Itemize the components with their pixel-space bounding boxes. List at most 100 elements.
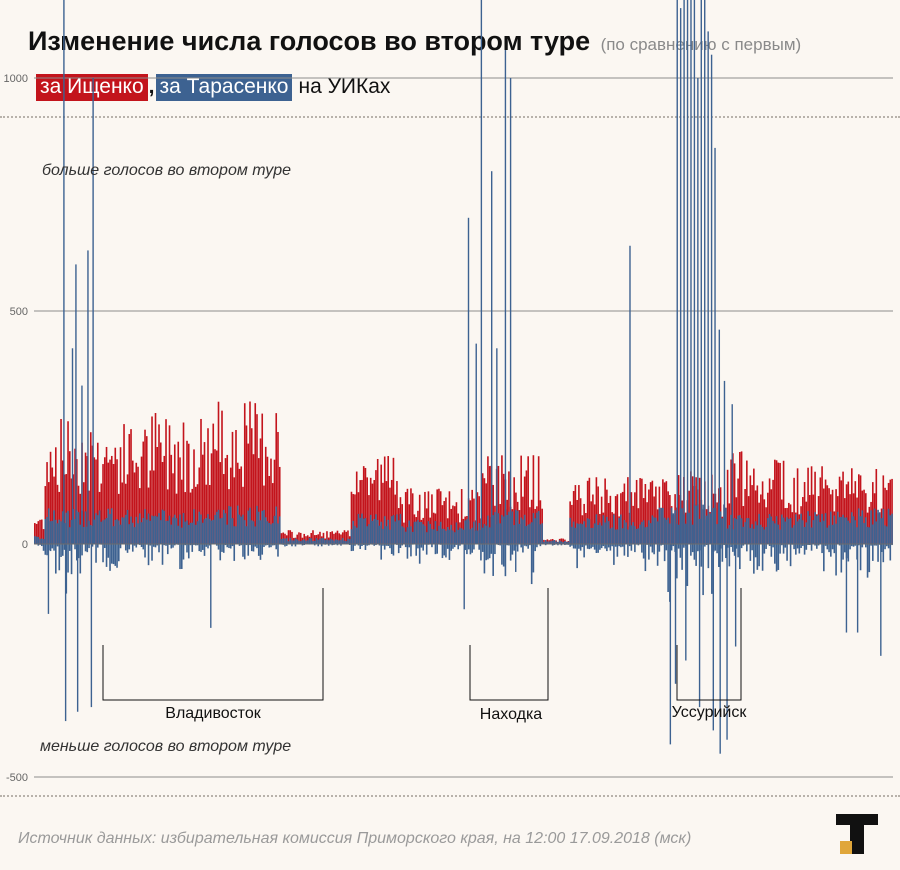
bar-tarasenko-spike xyxy=(704,0,706,545)
bar-tarasenko xyxy=(828,525,830,544)
bar-tarasenko xyxy=(835,523,837,544)
bar-ishchenko xyxy=(646,502,648,544)
bar-tarasenko-negative xyxy=(840,544,843,573)
bar-ishchenko xyxy=(487,456,489,544)
bar-tarasenko xyxy=(656,521,659,544)
source-note: Источник данных: избирательная комиссия … xyxy=(18,830,692,847)
bar-tarasenko-negative xyxy=(810,544,813,551)
bar-tarasenko-negative xyxy=(880,544,883,552)
bar-tarasenko xyxy=(130,516,132,544)
bar-tarasenko-spike xyxy=(718,329,721,544)
bar-ishchenko xyxy=(247,443,250,544)
bar-tarasenko xyxy=(343,540,346,544)
bar-tarasenko xyxy=(46,516,48,544)
bar-tarasenko xyxy=(138,513,141,544)
bar-tarasenko-negative xyxy=(448,544,451,560)
bar-tarasenko xyxy=(102,520,104,544)
bar-tarasenko xyxy=(67,510,69,544)
bar-ishchenko xyxy=(478,496,480,544)
bar-tarasenko-negative xyxy=(490,544,493,554)
bar-tarasenko xyxy=(817,514,820,544)
annotation-more: больше голосов во втором туре xyxy=(42,162,292,179)
bar-ishchenko xyxy=(460,489,463,544)
bar-tarasenko xyxy=(397,520,400,544)
bar-tarasenko xyxy=(585,527,587,544)
bar-ishchenko xyxy=(67,421,69,544)
bar-tarasenko xyxy=(329,538,332,544)
bar-tarasenko-negative xyxy=(765,544,767,549)
bar-tarasenko xyxy=(247,510,250,544)
bar-tarasenko xyxy=(849,522,851,544)
bar-tarasenko xyxy=(541,523,543,544)
bar-tarasenko-negative xyxy=(798,544,801,554)
bar-ishchenko xyxy=(793,477,795,544)
bar-ishchenko xyxy=(326,531,328,544)
bar-tarasenko xyxy=(688,512,690,544)
bar-tarasenko-negative xyxy=(700,544,703,567)
bar-tarasenko xyxy=(42,539,45,544)
bar-tarasenko xyxy=(858,508,860,544)
bar-tarasenko xyxy=(326,539,328,544)
bar-tarasenko-negative xyxy=(91,544,94,547)
bar-ishchenko xyxy=(604,478,606,544)
bar-tarasenko-negative xyxy=(166,544,169,555)
bar-tarasenko xyxy=(95,513,97,544)
bar-ishchenko xyxy=(233,477,236,544)
bar-ishchenko xyxy=(574,485,577,544)
bar-ishchenko xyxy=(163,455,166,544)
bar-ishchenko xyxy=(34,523,36,544)
bar-tarasenko xyxy=(791,527,794,544)
bar-ishchenko xyxy=(39,519,41,544)
bar-tarasenko-negative xyxy=(445,544,447,558)
bar-tarasenko xyxy=(75,510,78,544)
bar-ishchenko xyxy=(212,423,215,544)
bar-tarasenko-negative xyxy=(523,544,526,546)
bar-tarasenko xyxy=(448,529,451,544)
bar-tarasenko xyxy=(110,508,113,544)
bar-ishchenko xyxy=(366,477,369,544)
bar-tarasenko xyxy=(725,507,727,544)
bar-ishchenko xyxy=(469,500,472,544)
bar-ishchenko xyxy=(840,480,843,544)
bar-tarasenko-negative xyxy=(107,544,110,558)
bar-ishchenko xyxy=(144,429,146,544)
bar-tarasenko-negative xyxy=(327,544,330,546)
bar-ishchenko xyxy=(93,457,96,544)
bar-tarasenko-negative xyxy=(418,544,421,564)
bar-tarasenko-negative xyxy=(690,544,692,556)
bar-tarasenko xyxy=(355,527,358,544)
bar-tarasenko-spike xyxy=(463,544,465,610)
bar-tarasenko-negative xyxy=(656,544,659,566)
bar-tarasenko xyxy=(368,524,370,544)
bar-tarasenko xyxy=(824,513,827,544)
bar-ishchenko xyxy=(275,413,278,544)
bar-tarasenko xyxy=(229,506,232,544)
bar-tarasenko-spike xyxy=(731,404,733,544)
bar-tarasenko-negative xyxy=(457,544,459,550)
bar-ishchenko xyxy=(215,450,218,544)
bar-tarasenko-negative xyxy=(114,544,117,566)
bar-ishchenko xyxy=(730,459,732,544)
bar-ishchenko xyxy=(208,485,211,544)
bar-tarasenko xyxy=(494,511,496,544)
bar-tarasenko-negative xyxy=(149,544,152,546)
bar-tarasenko-negative xyxy=(277,544,279,557)
bar-ishchenko xyxy=(383,456,386,544)
bar-ishchenko xyxy=(193,449,195,544)
bar-tarasenko xyxy=(375,514,377,544)
bar-ishchenko xyxy=(235,430,237,544)
bar-tarasenko-negative xyxy=(58,544,61,571)
bar-tarasenko-negative xyxy=(781,544,783,546)
bar-tarasenko xyxy=(747,518,750,544)
bar-tarasenko-negative xyxy=(875,544,878,546)
bar-tarasenko xyxy=(401,526,403,544)
bar-tarasenko xyxy=(89,525,92,544)
bar-tarasenko xyxy=(114,520,117,544)
bar-ishchenko xyxy=(623,483,626,544)
bar-tarasenko-negative xyxy=(728,544,731,567)
bar-tarasenko xyxy=(399,513,402,544)
bar-ishchenko xyxy=(313,535,316,544)
bar-ishchenko xyxy=(385,481,388,544)
region-bracket xyxy=(102,588,324,701)
bar-tarasenko-negative xyxy=(693,544,696,560)
